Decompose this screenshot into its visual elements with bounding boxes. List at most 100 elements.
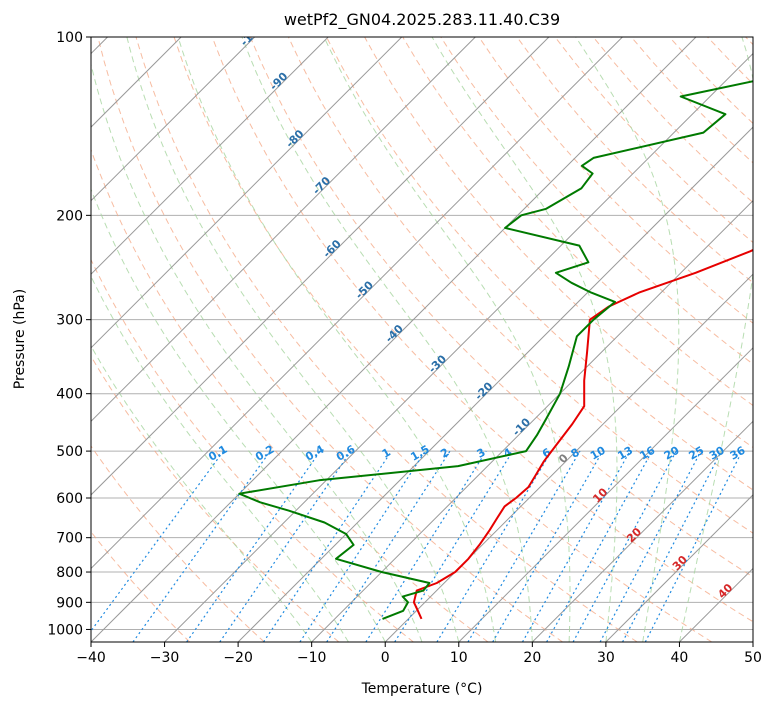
dry-adiabat: [478, 37, 753, 324]
isotherm-label: -20: [472, 379, 495, 402]
x-tick-label: 40: [671, 650, 689, 666]
mixing-ratio-line: [599, 450, 702, 642]
mixing-ratio-label: 0.6: [334, 442, 358, 463]
chart-title: wetPf2_GN04.2025.283.11.40.C39: [284, 10, 560, 30]
isotherm-line: [311, 199, 753, 642]
isotherm-line: [164, 52, 753, 642]
isotherm-line: [458, 347, 753, 642]
mixing-ratio-line: [622, 450, 722, 642]
y-tick-label: 900: [56, 595, 83, 611]
isotherm-line: [384, 273, 753, 642]
y-tick-label: 600: [56, 491, 83, 507]
mixing-ratio-line: [219, 450, 352, 642]
isotherm-line: [531, 420, 753, 642]
dry-adiabat: [91, 148, 489, 642]
mixing-ratio-line: [365, 450, 487, 642]
isotherm-line: [91, 37, 550, 496]
dry-adiabat: [287, 37, 753, 534]
mixing-ratio-line: [572, 450, 677, 642]
x-tick-label: −20: [223, 650, 253, 666]
x-tick-label: 50: [744, 650, 762, 666]
y-tick-label: 500: [56, 444, 83, 460]
x-tick-label: 0: [381, 650, 390, 666]
plot-frame: [90, 36, 754, 643]
isotherm-label: -60: [320, 237, 343, 260]
y-tick-label: 100: [56, 30, 83, 46]
y-tick-label: 1000: [47, 622, 83, 638]
isotherm-line: [237, 126, 753, 642]
isotherm-label: -100: [238, 20, 267, 49]
isotherm-label: -10: [510, 415, 533, 438]
dewpoint-profile: [238, 80, 753, 620]
moist-adiabat: [126, 37, 460, 642]
x-tick-label: −10: [297, 650, 327, 666]
moist-adiabat: [91, 188, 386, 642]
dry-adiabat: [326, 37, 753, 491]
x-tick-label: 10: [450, 650, 468, 666]
dry-adiabat: [249, 37, 753, 578]
y-tick-label: 200: [56, 208, 83, 224]
mixing-ratio-label: 25: [686, 444, 706, 463]
mixing-ratio-label: 0.4: [303, 442, 327, 463]
moist-adiabat: [91, 62, 423, 642]
y-tick-label: 800: [56, 565, 83, 581]
mixing-ratio-line: [394, 450, 514, 642]
mixing-ratio-line: [521, 450, 631, 642]
isotherm-label: 10: [590, 485, 610, 505]
isotherm-label: 20: [624, 525, 644, 545]
mixing-ratio-label: 36: [728, 444, 748, 463]
isotherm-line: [91, 37, 697, 642]
moist-adiabat: [678, 37, 753, 642]
mixing-ratio-label: 10: [588, 444, 608, 463]
dry-adiabat: [669, 37, 753, 125]
mixing-ratio-line: [436, 450, 552, 642]
isotherm-line: [91, 37, 256, 202]
isotherm-label: -80: [283, 127, 306, 150]
mixing-ratio-label: 0.1: [206, 443, 229, 464]
moist-adiabat: [91, 275, 349, 642]
isotherm-line: [679, 567, 753, 642]
moist-adiabat: [323, 37, 571, 642]
y-tick-label: 400: [56, 387, 83, 403]
moist-adiabat: [177, 37, 497, 642]
x-axis-label: Temperature (°C): [361, 681, 483, 697]
mixing-ratio-label: 20: [662, 444, 682, 463]
dry-adiabat: [91, 531, 191, 642]
mixing-ratio-line: [492, 450, 604, 642]
mixing-ratio-line: [326, 450, 451, 642]
isotherm-label: -90: [267, 70, 290, 93]
mixing-ratio-label: 3: [475, 446, 488, 461]
dry-adiabat: [91, 355, 340, 642]
mixing-ratio-line: [263, 450, 393, 642]
isotherm-line: [91, 37, 476, 423]
isotherm-line: [605, 494, 753, 642]
mixing-ratio-line: [546, 450, 653, 642]
isotherm-line: [91, 37, 329, 275]
isotherm-label: 40: [715, 581, 735, 601]
dry-adiabat: [173, 37, 713, 642]
mixing-ratio-line: [467, 450, 581, 642]
isotherm-label: -70: [310, 174, 333, 197]
x-tick-label: −40: [76, 650, 106, 666]
isotherm-label: -40: [383, 322, 406, 345]
mixing-ratio-line: [644, 450, 743, 642]
y-axis-label: Pressure (hPa): [12, 289, 28, 389]
isotherm-line: [91, 37, 403, 349]
dry-adiabat: [211, 37, 753, 623]
mixing-ratio-line: [299, 450, 426, 642]
mixing-ratio-label: 1.5: [408, 443, 431, 464]
x-tick-label: 30: [597, 650, 615, 666]
isotherm-line: [91, 37, 623, 570]
y-tick-label: 700: [56, 531, 83, 547]
moist-adiabat: [575, 37, 680, 642]
isotherm-label: -30: [426, 352, 449, 375]
y-tick-label: 300: [56, 313, 83, 329]
isotherm-label: -50: [353, 278, 376, 301]
mixing-ratio-line: [132, 450, 271, 642]
dry-adiabat: [516, 37, 753, 284]
moist-adiabat: [241, 37, 533, 642]
mixing-ratio-label: 1: [380, 446, 393, 461]
isotherm-line: [752, 641, 753, 642]
